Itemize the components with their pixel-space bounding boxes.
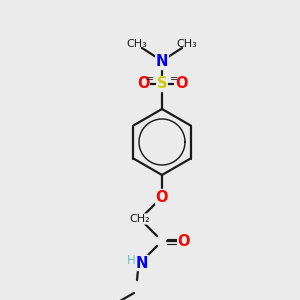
Text: N: N	[136, 256, 148, 271]
Text: S: S	[157, 76, 167, 92]
Text: N: N	[156, 55, 168, 70]
Text: =: =	[170, 74, 178, 84]
Text: CH₃: CH₃	[127, 39, 147, 49]
Text: CH₂: CH₂	[130, 214, 150, 224]
Text: O: O	[156, 190, 168, 205]
Text: CH₃: CH₃	[177, 39, 197, 49]
Text: O: O	[178, 233, 190, 248]
Text: =: =	[146, 74, 154, 84]
Text: O: O	[137, 76, 149, 92]
Text: O: O	[175, 76, 187, 92]
Text: H: H	[127, 254, 135, 268]
